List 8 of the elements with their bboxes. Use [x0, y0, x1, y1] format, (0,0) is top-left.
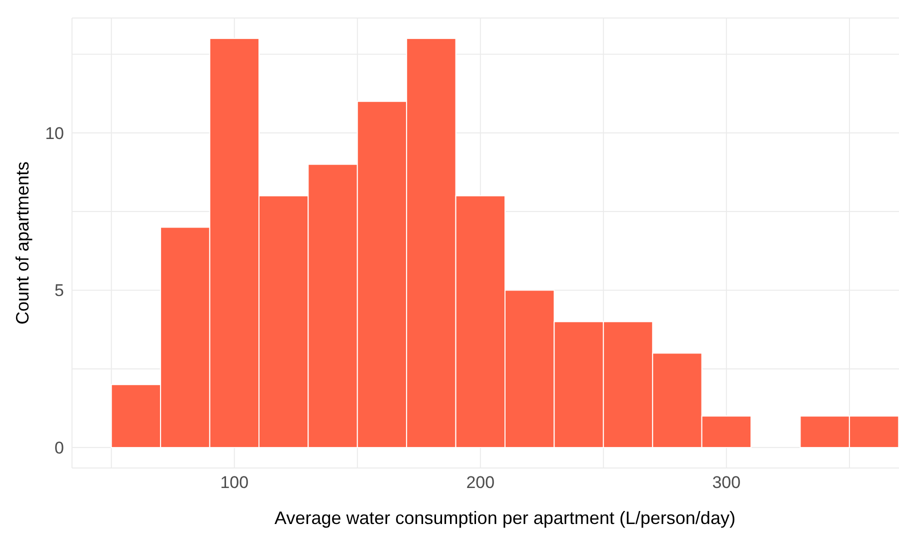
x-tick-label: 100: [220, 473, 249, 492]
x-axis-title: Average water consumption per apartment (L/person/day): [274, 508, 736, 528]
y-tick-label: 0: [54, 438, 64, 458]
y-tick-label: 10: [45, 124, 64, 143]
y-tick-label: 5: [54, 281, 64, 300]
x-tick-label: 300: [712, 473, 741, 492]
y-axis-title: Count of apartments: [12, 161, 32, 325]
x-tick-label: 200: [466, 473, 495, 492]
